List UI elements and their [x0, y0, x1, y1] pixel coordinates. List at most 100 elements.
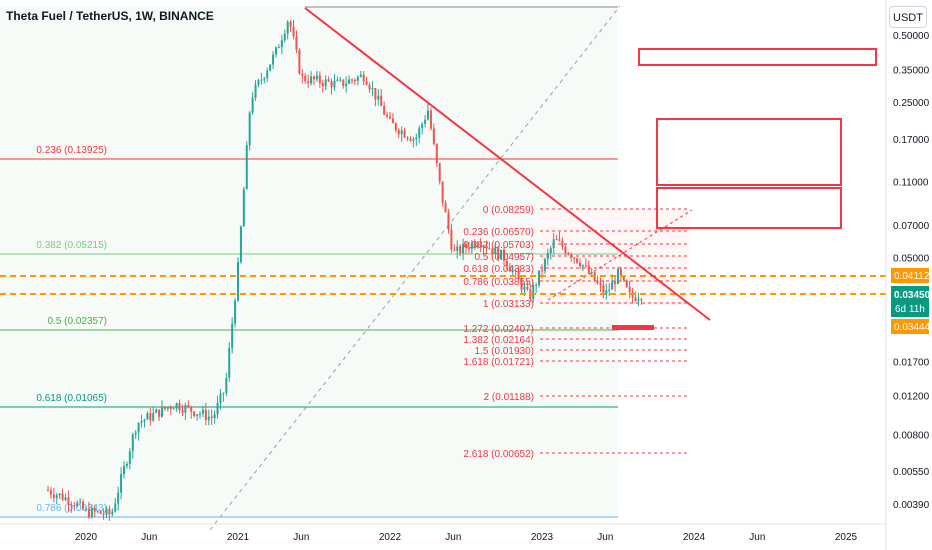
candle-down: [73, 505, 76, 507]
candle-up: [105, 508, 108, 515]
candle-down: [210, 416, 213, 419]
candle-down: [567, 253, 570, 255]
candle-down: [570, 254, 573, 258]
time-axis-label: Jun: [141, 532, 157, 543]
candle-up: [199, 413, 201, 415]
price-badge-lower: 0.03444: [894, 322, 931, 333]
candle-down: [622, 276, 625, 281]
candle-up: [58, 493, 61, 496]
candle-up: [456, 246, 459, 251]
candle-down: [514, 270, 517, 272]
candle-down: [584, 265, 587, 267]
candle-down: [508, 266, 511, 272]
candle-down: [634, 297, 637, 301]
price-tick-label: 0.00550: [893, 467, 930, 478]
candle-up: [590, 272, 593, 274]
candle-up: [286, 21, 289, 34]
target-box-upper: [656, 118, 842, 186]
candle-up: [608, 289, 611, 291]
fib-large-zone: [0, 6, 618, 518]
candle-up: [532, 285, 535, 300]
candle-up: [166, 407, 169, 409]
candle-down: [409, 138, 412, 141]
candle-up: [500, 249, 503, 260]
candle-down: [558, 239, 561, 241]
candle-down: [479, 245, 482, 248]
candle-down: [599, 282, 602, 286]
candle-down: [374, 88, 377, 100]
price-tick-label: 0.25000: [893, 98, 930, 109]
candle-down: [561, 240, 564, 247]
candle-up: [339, 79, 342, 81]
price-tick-label: 0.01700: [893, 358, 930, 369]
time-axis-label: Jun: [597, 532, 613, 543]
candle-up: [371, 88, 374, 90]
candle-up: [117, 492, 120, 504]
candle-down: [102, 513, 105, 515]
candle-up: [462, 243, 465, 254]
candle-up: [523, 286, 526, 290]
candle-down: [391, 118, 394, 124]
candle-down: [406, 137, 409, 139]
time-axis-label: 2020: [75, 532, 98, 543]
candle-down: [473, 242, 476, 247]
candle-up: [213, 414, 216, 419]
price-tick-label: 0.50000: [893, 31, 930, 42]
candle-up: [538, 270, 541, 286]
candle-up: [140, 421, 143, 423]
candle-up: [415, 137, 418, 140]
candle-up: [283, 33, 286, 41]
candle-up: [356, 76, 359, 81]
candle-down: [67, 497, 70, 505]
candle-down: [318, 75, 321, 84]
fib-large-label: 0.5 (0.02357): [48, 316, 108, 327]
price-badge-current: 0.03450: [894, 290, 931, 301]
svg-text:0.618 (0.04383): 0.618 (0.04383): [463, 264, 534, 275]
candle-down: [628, 287, 631, 292]
candle-up: [552, 239, 555, 249]
candle-up: [254, 84, 257, 98]
candle-up: [201, 409, 204, 414]
candle-down: [368, 84, 371, 90]
candle-down: [383, 105, 386, 115]
candle-up: [266, 70, 269, 79]
candle-down: [397, 130, 400, 135]
candle-up: [535, 285, 538, 287]
candle-up: [79, 501, 82, 503]
candle-down: [447, 212, 450, 230]
candle-up: [348, 79, 351, 84]
time-axis-label: 2024: [683, 532, 706, 543]
candle-up: [277, 47, 280, 49]
chart-title: Theta Fuel / TetherUS, 1W, BINANCE: [6, 9, 214, 23]
candle-down: [441, 181, 444, 203]
badge-bg: [891, 286, 929, 317]
candle-down: [204, 409, 207, 420]
currency-unit-button[interactable]: USDT: [889, 6, 927, 28]
price-tick-label: 0.01200: [893, 391, 930, 402]
candle-up: [412, 139, 415, 141]
candle-up: [245, 145, 248, 190]
candle-up: [172, 408, 175, 410]
candle-up: [260, 79, 263, 81]
candle-down: [541, 270, 543, 272]
badge-bg: [891, 319, 929, 334]
candle-down: [465, 243, 467, 248]
svg-text:0.786 (0.03855): 0.786 (0.03855): [463, 277, 534, 288]
candle-up: [134, 432, 137, 435]
candle-up: [225, 377, 228, 394]
candle-down: [93, 508, 96, 512]
candle-up: [546, 253, 549, 260]
candle-up: [146, 413, 149, 420]
candle-up: [377, 95, 380, 100]
candle-down: [295, 36, 298, 50]
candle-up: [96, 511, 99, 513]
candle-down: [579, 262, 581, 267]
countdown-badge: 6d 11h: [895, 304, 925, 315]
candle-up: [611, 281, 614, 290]
candle-down: [163, 406, 166, 409]
candle-down: [467, 247, 470, 250]
candle-down: [82, 501, 85, 509]
candle-down: [497, 247, 500, 260]
time-axis-label: 2021: [227, 532, 250, 543]
